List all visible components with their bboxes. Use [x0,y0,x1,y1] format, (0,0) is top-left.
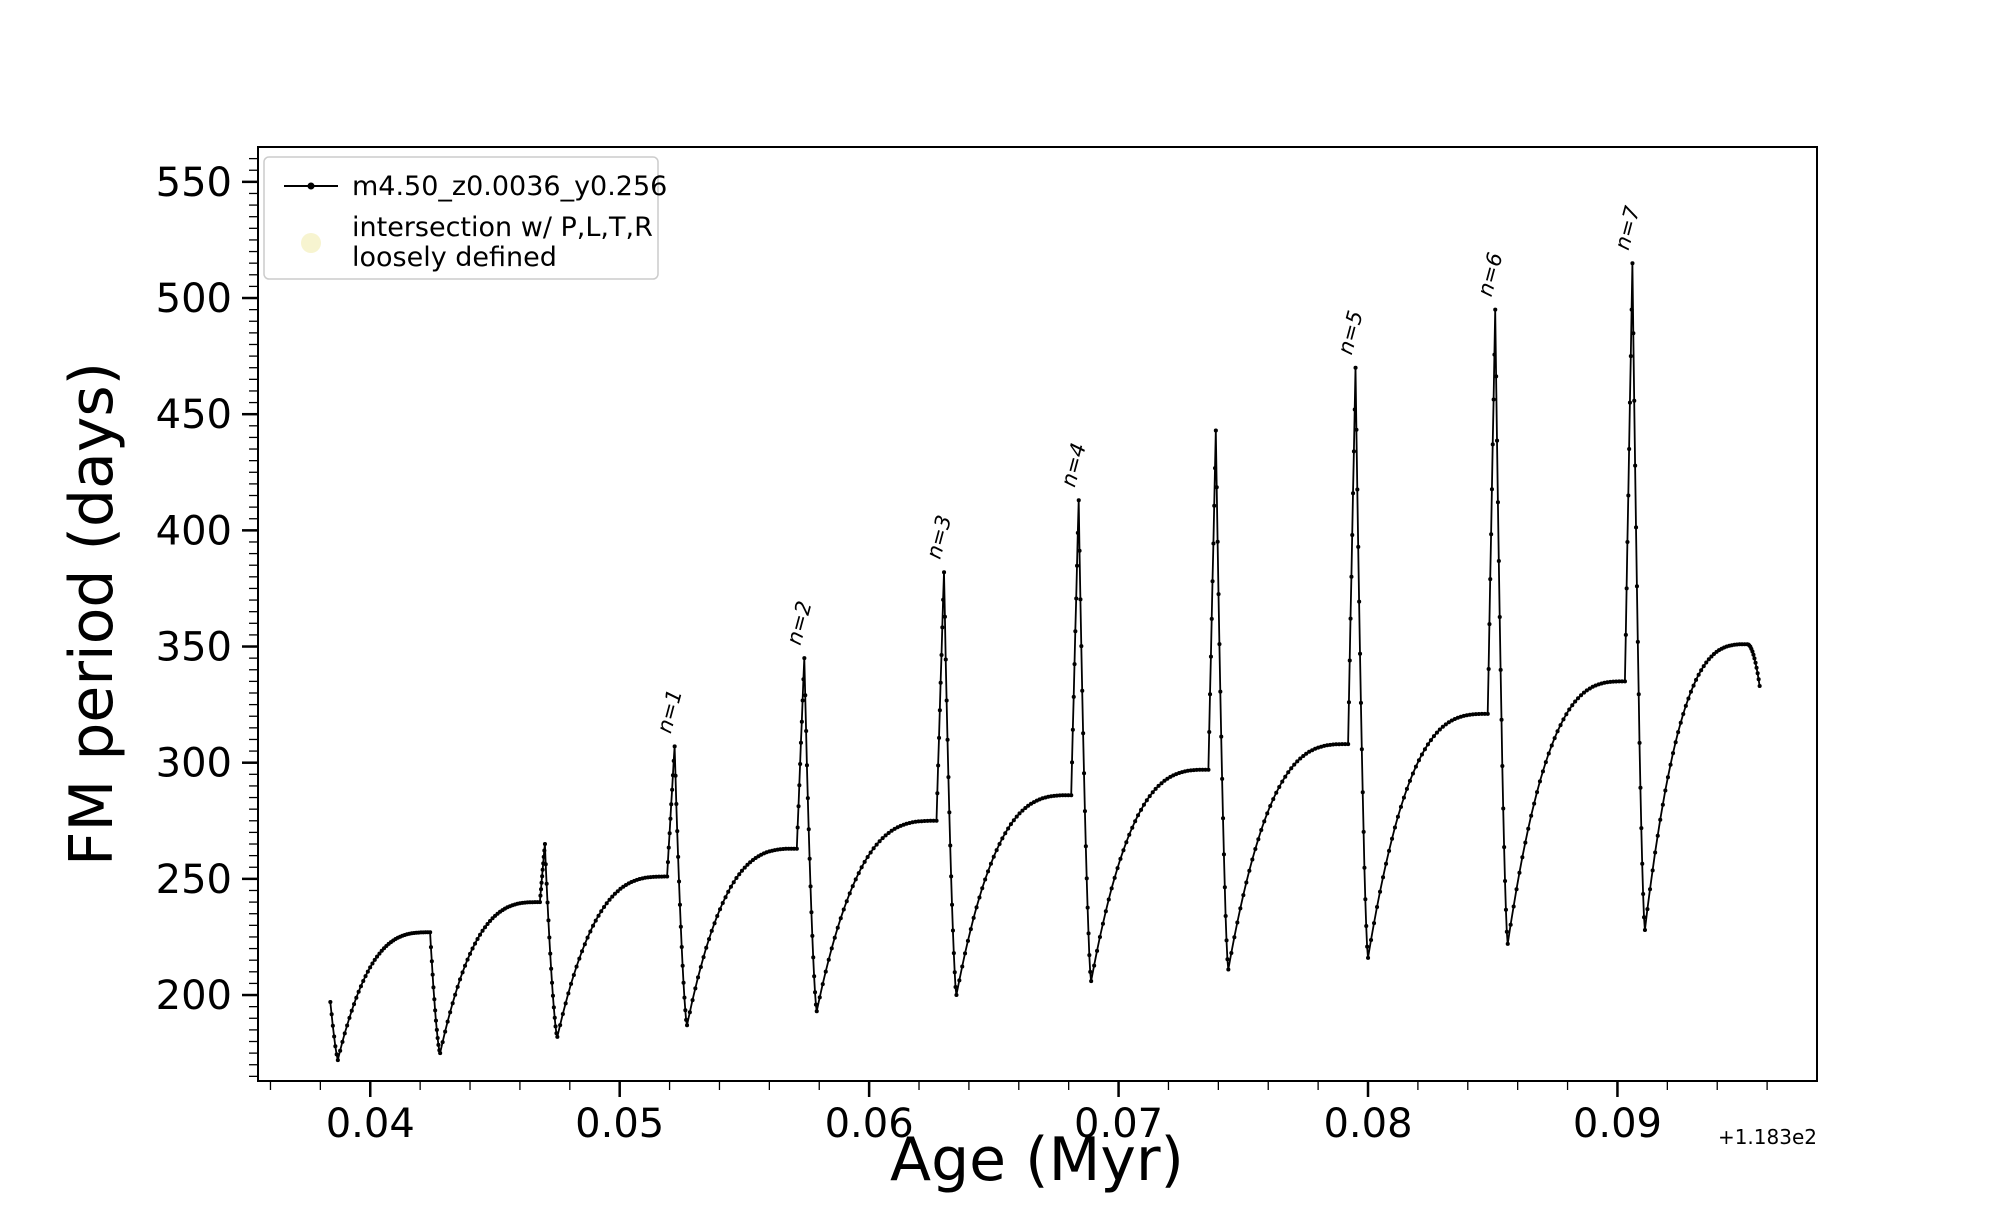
legend-box [263,156,659,280]
svg-text:400: 400 [156,508,232,554]
legend-line-marker-dot [307,182,315,190]
svg-text:0.05: 0.05 [575,1101,664,1147]
svg-text:0.04: 0.04 [326,1101,415,1147]
svg-text:450: 450 [156,392,232,438]
svg-text:300: 300 [156,741,232,787]
legend: m4.50_z0.0036_y0.256 intersection w/ P,L… [263,156,667,280]
svg-text:0.07: 0.07 [1074,1101,1163,1147]
svg-text:n=5: n=5 [1333,308,1368,357]
svg-text:0.09: 0.09 [1573,1101,1662,1147]
svg-text:n=2: n=2 [782,598,817,647]
legend-entry-intersection-line2: loosely defined [352,242,557,273]
svg-text:500: 500 [156,276,232,322]
spike-annotations: n=1 n=2 n=3 n=4 n=5 n=6 n=7 [652,203,1645,736]
svg-text:n=4: n=4 [1056,440,1091,489]
svg-text:n=3: n=3 [922,512,957,561]
svg-text:n=6: n=6 [1473,250,1508,299]
svg-text:200: 200 [156,973,232,1019]
legend-entry-intersection-line1: intersection w/ P,L,T,R [352,212,653,243]
x-offset-label: +1.183e2 [1718,1125,1817,1149]
axis-ticks: 0.04 0.05 0.06 0.07 0.08 0.09 200 250 300 350 400 4… [156,157,1768,1147]
svg-text:0.06: 0.06 [825,1101,914,1147]
svg-text:250: 250 [156,857,232,903]
svg-text:350: 350 [156,625,232,671]
legend-entry-model-label: m4.50_z0.0036_y0.256 [352,171,667,202]
svg-text:n=1: n=1 [652,687,687,736]
x-axis-label: Age (Myr) [890,1125,1184,1195]
svg-text:550: 550 [156,160,232,206]
series-line [328,261,1762,1063]
y-axis-label: FM period (days) [57,362,127,866]
legend-intersection-marker [301,233,321,253]
svg-text:n=7: n=7 [1610,203,1645,253]
plot-border [257,146,1818,1082]
svg-text:0.08: 0.08 [1323,1101,1412,1147]
